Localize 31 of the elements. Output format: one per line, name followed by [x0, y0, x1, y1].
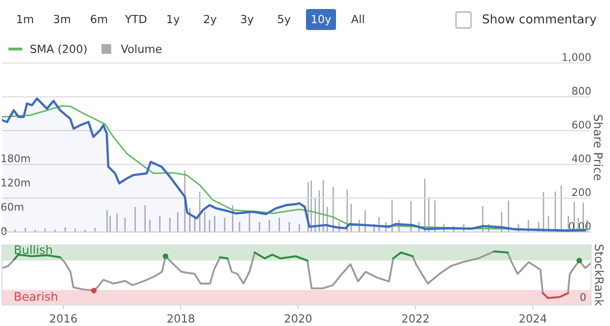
y2-tick-label: 120m [2, 178, 30, 187]
category-label: 2y [204, 14, 216, 26]
x-tick-label: 2016 [50, 314, 77, 323]
category-label: YTD [124, 14, 146, 24]
category-label: 3m [54, 14, 70, 24]
band-label: Bullish [14, 245, 52, 254]
category-label: 1y [167, 14, 180, 26]
category-label: 5y [278, 14, 290, 26]
x-tick-label: 2020 [284, 314, 312, 323]
y-tick-label: 400 [572, 154, 591, 162]
legend-label: SMA (200) [30, 44, 86, 54]
x-tick-label: 2024 [520, 314, 546, 323]
y-tick-label: 800 [572, 86, 591, 95]
y-tick-label: 600 [572, 120, 591, 129]
y-tick-label: 200 [572, 188, 591, 196]
x-tick-label: 2022 [402, 314, 429, 323]
category-label: 10y [312, 14, 332, 26]
category-label: 1m [17, 14, 34, 24]
category-label: All [351, 14, 364, 24]
y-axis-title: StockRank [594, 244, 604, 306]
y2-tick-label: 60m [1, 202, 24, 211]
y2-tick-label: 180m [2, 154, 30, 162]
category-label: 6m [90, 14, 108, 24]
y-tick-label: 1,000 [562, 53, 591, 62]
annotation: 0 [580, 292, 586, 301]
y-axis-title: Share Price [594, 114, 603, 180]
band-label: Bearish [14, 292, 58, 301]
x-tick-label: 2018 [167, 314, 194, 323]
category-label: 3y [241, 14, 254, 26]
text: Show commentary [482, 14, 596, 26]
legend-label: Volume [120, 44, 162, 54]
